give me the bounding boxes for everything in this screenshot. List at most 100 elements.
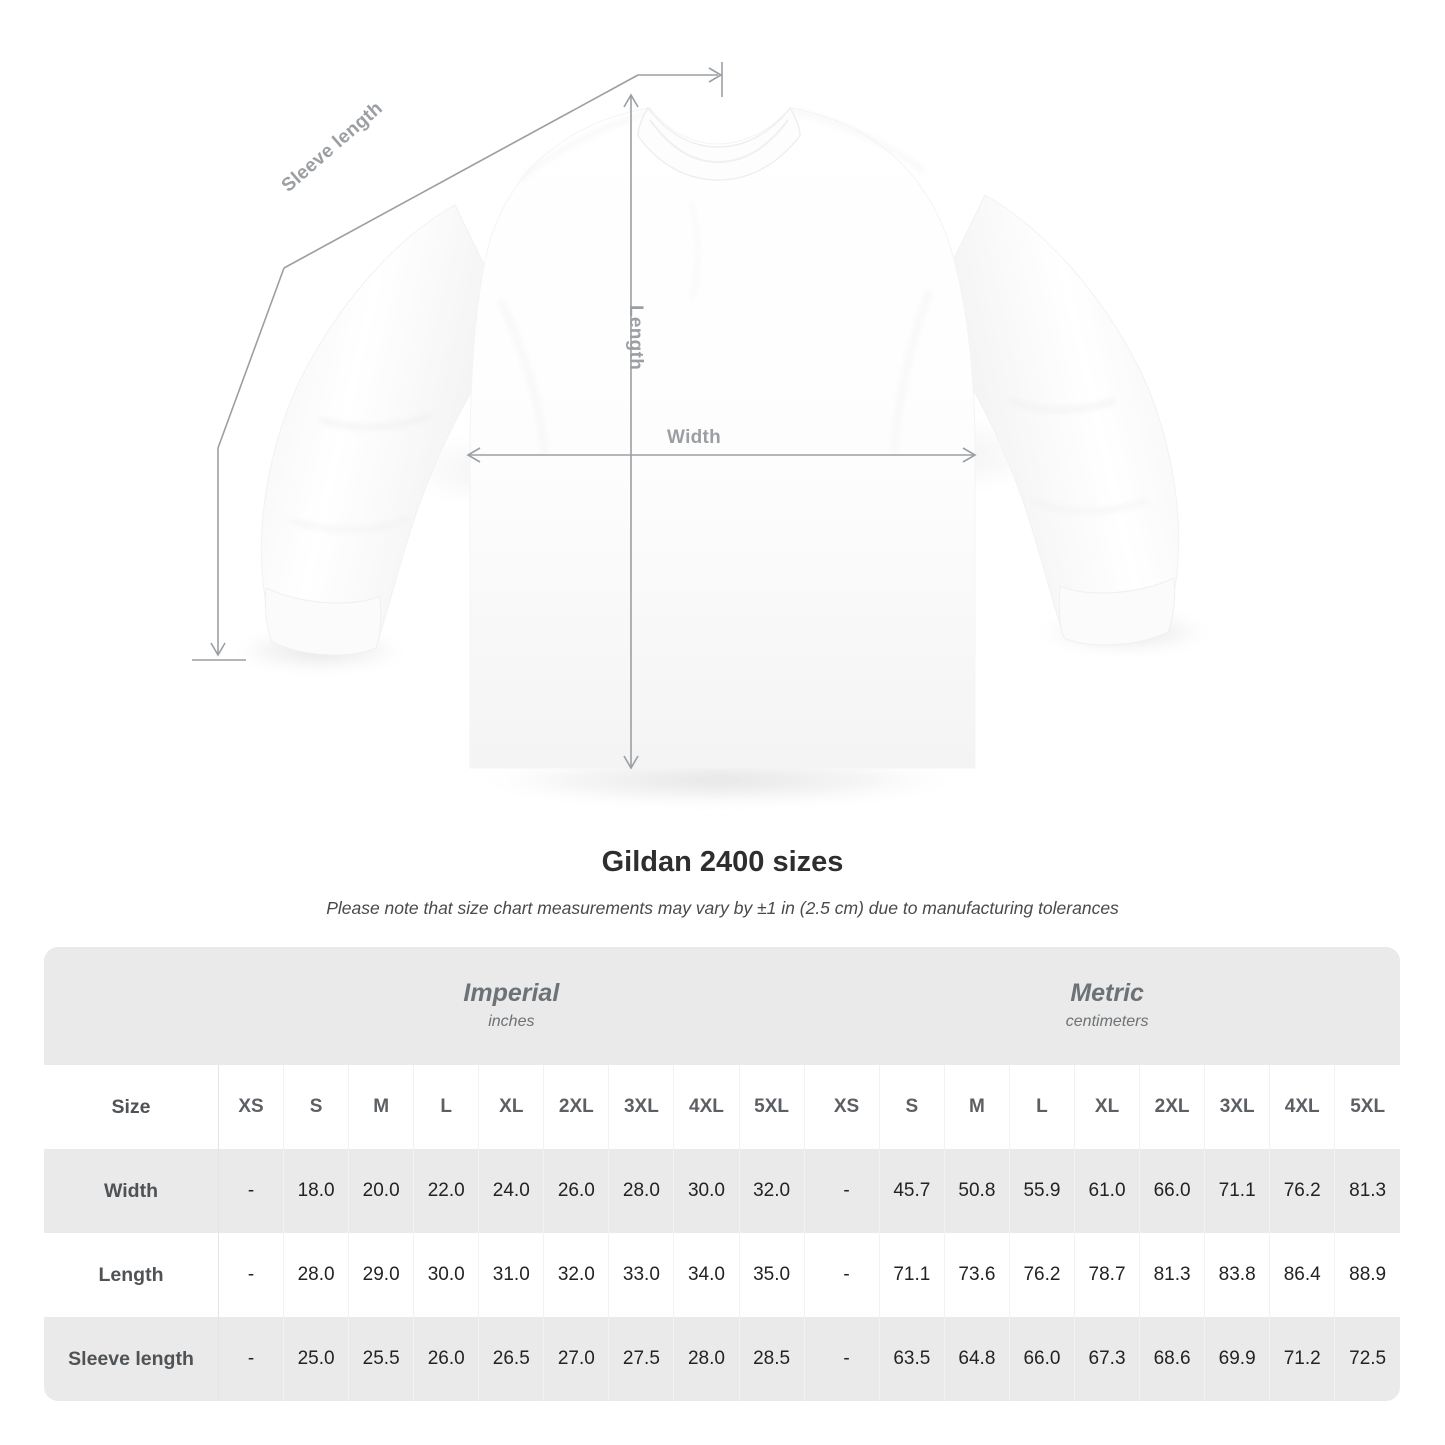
header-size-imp-4: XL: [478, 1065, 545, 1149]
header-size-imp-5: 2XL: [543, 1065, 610, 1149]
table-row: Sleeve length - 25.0 25.5 26.0 26.5 27.0…: [44, 1317, 1400, 1401]
banner-spacer-left: [44, 947, 219, 1065]
sleeve-arrow-down: [210, 642, 226, 657]
cell-width-met-4: 61.0: [1074, 1149, 1141, 1233]
header-size-label: Size: [44, 1065, 220, 1149]
cell-width-met-0: -: [814, 1149, 880, 1233]
width-annotation: Width: [667, 427, 722, 448]
cell-sleeve-imp-7: 28.0: [673, 1317, 740, 1401]
cell-length-met-2: 73.6: [944, 1233, 1010, 1317]
cell-width-met-1: 45.7: [879, 1149, 945, 1233]
unit-sub-metric: centimeters: [1065, 1012, 1149, 1030]
row-label-length: Length: [44, 1233, 220, 1317]
cell-sleeve-imp-0: -: [218, 1317, 285, 1401]
cell-length-imp-2: 29.0: [348, 1233, 415, 1317]
cell-length-imp-7: 34.0: [673, 1233, 740, 1317]
cell-length-met-8: 88.9: [1334, 1233, 1400, 1317]
caption-block: Gildan 2400 sizes Please note that size …: [0, 845, 1445, 919]
cell-length-met-4: 78.7: [1074, 1233, 1141, 1317]
cell-sleeve-met-2: 64.8: [944, 1317, 1010, 1401]
header-size-met-3: L: [1009, 1065, 1076, 1149]
length-annotation: Length: [625, 305, 646, 371]
row-label-sleeve-length: Sleeve length: [44, 1317, 220, 1401]
header-size-imp-3: L: [413, 1065, 480, 1149]
cell-length-imp-8: 35.0: [739, 1233, 805, 1317]
header-size-imp-7: 4XL: [673, 1065, 740, 1149]
cell-width-met-5: 66.0: [1139, 1149, 1206, 1233]
unit-name-imperial: Imperial: [463, 978, 560, 1007]
row-label-width: Width: [44, 1149, 220, 1233]
cell-length-met-5: 81.3: [1139, 1233, 1206, 1317]
header-size-met-5: 2XL: [1139, 1065, 1206, 1149]
cell-sleeve-met-8: 72.5: [1334, 1317, 1400, 1401]
cell-width-met-7: 76.2: [1269, 1149, 1336, 1233]
cell-width-met-3: 55.9: [1009, 1149, 1076, 1233]
size-chart-table: Imperial inches Metric centimeters Size …: [44, 947, 1400, 1401]
unit-banner-row: Imperial inches Metric centimeters: [44, 947, 1400, 1065]
banner-gap: [804, 947, 815, 1065]
cell-sleeve-met-5: 68.6: [1139, 1317, 1206, 1401]
cell-width-imp-6: 28.0: [608, 1149, 675, 1233]
header-size-met-6: 3XL: [1204, 1065, 1271, 1149]
cell-width-met-6: 71.1: [1204, 1149, 1271, 1233]
row-gap-sleeve: [804, 1317, 815, 1401]
width-arrow-left: [466, 447, 481, 463]
header-size-imp-1: S: [283, 1065, 350, 1149]
unit-name-metric: Metric: [1070, 978, 1144, 1007]
cell-width-imp-1: 18.0: [283, 1149, 350, 1233]
cell-width-imp-7: 30.0: [673, 1149, 740, 1233]
row-gap-width: [804, 1149, 815, 1233]
row-gap-length: [804, 1233, 815, 1317]
cell-sleeve-met-4: 67.3: [1074, 1317, 1141, 1401]
cell-length-imp-4: 31.0: [478, 1233, 545, 1317]
header-size-imp-8: 5XL: [739, 1065, 805, 1149]
header-size-imp-0: XS: [218, 1065, 285, 1149]
cell-width-imp-0: -: [218, 1149, 285, 1233]
header-size-met-7: 4XL: [1269, 1065, 1336, 1149]
table-header-row: Size XS S M L XL 2XL 3XL 4XL 5XL XS S M …: [44, 1065, 1400, 1149]
cell-length-met-7: 86.4: [1269, 1233, 1336, 1317]
page-title: Gildan 2400 sizes: [601, 846, 844, 878]
cell-sleeve-met-1: 63.5: [879, 1317, 945, 1401]
cell-sleeve-met-6: 69.9: [1204, 1317, 1271, 1401]
header-size-imp-6: 3XL: [608, 1065, 675, 1149]
unit-cell-imperial: Imperial inches: [218, 947, 805, 1065]
header-size-met-1: S: [879, 1065, 945, 1149]
cell-length-imp-5: 32.0: [543, 1233, 610, 1317]
cell-sleeve-imp-8: 28.5: [739, 1317, 805, 1401]
tolerance-note: Please note that size chart measurements…: [326, 897, 1119, 918]
cell-length-imp-6: 33.0: [608, 1233, 675, 1317]
header-size-met-4: XL: [1074, 1065, 1141, 1149]
cell-sleeve-imp-5: 27.0: [543, 1317, 610, 1401]
cell-length-met-6: 83.8: [1204, 1233, 1271, 1317]
sleeve-diagonal-lower: [217, 267, 285, 449]
garment-diagram: Sleeve length Length Width: [192, 62, 1220, 806]
cell-sleeve-imp-3: 26.0: [413, 1317, 480, 1401]
header-size-imp-2: M: [348, 1065, 415, 1149]
header-size-met-0: XS: [814, 1065, 880, 1149]
sleeve-arrow-right: [708, 67, 723, 83]
cell-length-imp-3: 30.0: [413, 1233, 480, 1317]
cell-sleeve-met-7: 71.2: [1269, 1317, 1336, 1401]
cell-length-met-3: 76.2: [1009, 1233, 1076, 1317]
table-row: Width - 18.0 20.0 22.0 24.0 26.0 28.0 30…: [44, 1149, 1400, 1233]
cell-width-met-8: 81.3: [1334, 1149, 1400, 1233]
cell-width-imp-4: 24.0: [478, 1149, 545, 1233]
shirt-illustration: [192, 62, 1220, 806]
cell-width-imp-5: 26.0: [543, 1149, 610, 1233]
cell-sleeve-met-3: 66.0: [1009, 1317, 1076, 1401]
size-chart-table-wrap: Imperial inches Metric centimeters Size …: [44, 947, 1400, 1401]
cell-sleeve-imp-1: 25.0: [283, 1317, 350, 1401]
cell-width-imp-3: 22.0: [413, 1149, 480, 1233]
width-arrow-right: [962, 447, 977, 463]
unit-cell-metric: Metric centimeters: [814, 947, 1400, 1065]
header-gap: [804, 1065, 815, 1149]
cell-width-imp-2: 20.0: [348, 1149, 415, 1233]
cell-length-met-0: -: [814, 1233, 880, 1317]
sleeve-diagonal-upper: [283, 74, 639, 269]
header-size-met-2: M: [944, 1065, 1010, 1149]
length-arrow-up: [623, 93, 639, 108]
unit-sub-imperial: inches: [488, 1012, 535, 1030]
cell-sleeve-imp-6: 27.5: [608, 1317, 675, 1401]
measurement-lines: [192, 62, 977, 770]
